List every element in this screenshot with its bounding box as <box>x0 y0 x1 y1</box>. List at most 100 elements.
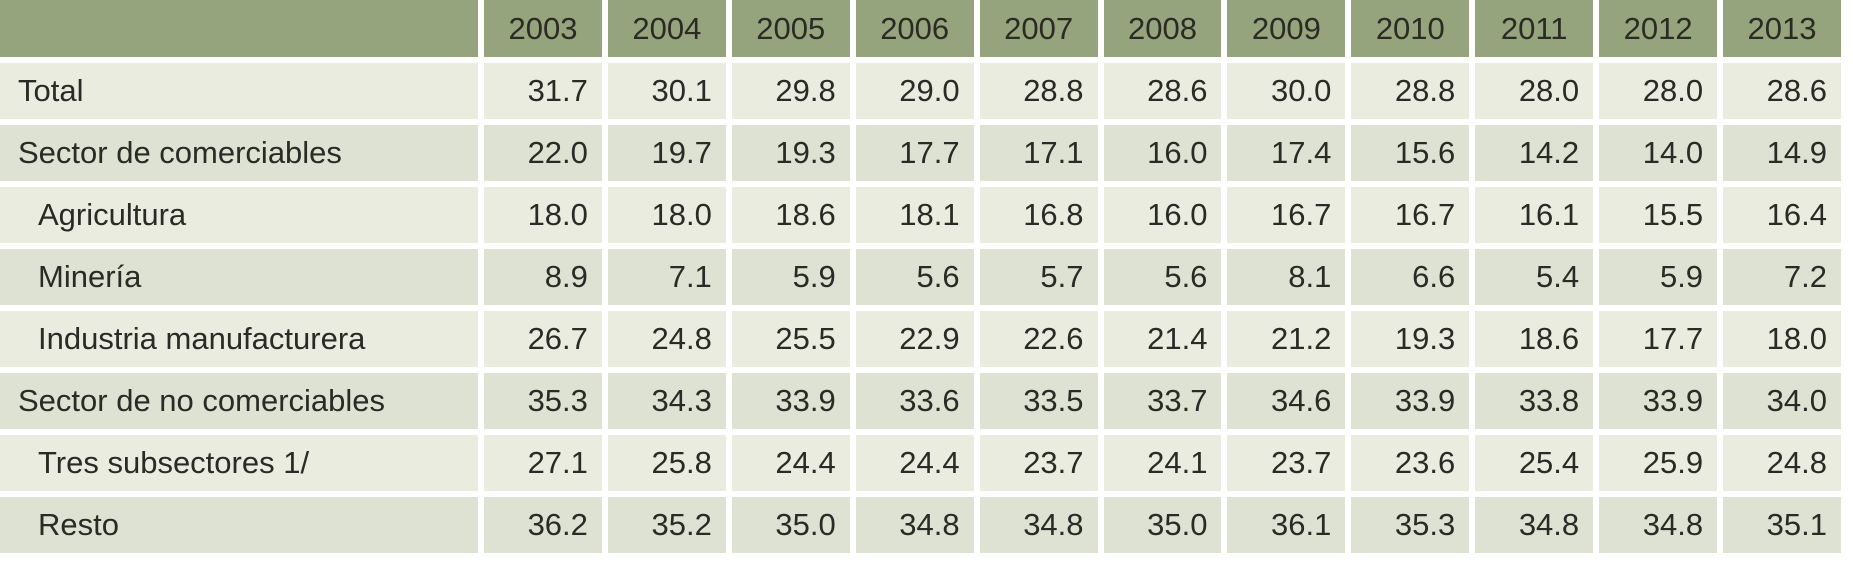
column-header-2006: 2006 <box>855 0 974 57</box>
table-cell: 8.9 <box>484 249 602 305</box>
table-cell: 23.7 <box>979 435 1098 491</box>
table-cell: 7.2 <box>1723 249 1841 305</box>
table-cell: 28.6 <box>1103 63 1222 119</box>
table-cell: 5.7 <box>979 249 1098 305</box>
table-cell: 25.9 <box>1599 435 1718 491</box>
header-row: 2003 2004 2005 2006 2007 2008 2009 2010 2011 2012… <box>0 0 1841 57</box>
table-row: Sector de no comerciables 35.3 34.3 33.9 33.… <box>0 373 1841 429</box>
table-cell: 30.0 <box>1227 63 1346 119</box>
table-cell: 15.5 <box>1599 187 1718 243</box>
table-cell: 15.6 <box>1351 125 1470 181</box>
row-label: Sector de comerciables <box>0 125 478 181</box>
column-header-2013: 2013 <box>1723 0 1841 57</box>
table-cell: 34.8 <box>1599 497 1718 553</box>
table-cell: 16.7 <box>1227 187 1346 243</box>
table-cell: 28.8 <box>1351 63 1470 119</box>
table-row: Sector de comerciables 22.0 19.7 19.3 17.7 17… <box>0 125 1841 181</box>
table-cell: 14.9 <box>1723 125 1841 181</box>
row-label: Resto <box>0 497 478 553</box>
table-cell: 35.3 <box>484 373 602 429</box>
table-cell: 5.9 <box>1599 249 1718 305</box>
table-cell: 16.8 <box>979 187 1098 243</box>
table-row: Minería 8.9 7.1 5.9 5.6 5.7 5.6 8.1 6.6 5.4 5.9 7.2 <box>0 249 1841 305</box>
table-cell: 5.6 <box>1103 249 1222 305</box>
table-cell: 16.0 <box>1103 187 1222 243</box>
row-label: Sector de no comerciables <box>0 373 478 429</box>
table-cell: 21.2 <box>1227 311 1346 367</box>
table-cell: 36.1 <box>1227 497 1346 553</box>
table-cell: 17.7 <box>855 125 974 181</box>
table-cell: 35.2 <box>607 497 726 553</box>
column-header-2003: 2003 <box>484 0 602 57</box>
table-cell: 7.1 <box>607 249 726 305</box>
table-cell: 35.0 <box>731 497 850 553</box>
table-cell: 23.7 <box>1227 435 1346 491</box>
table-cell: 33.9 <box>1599 373 1718 429</box>
row-label: Tres subsectores 1/ <box>0 435 478 491</box>
table-cell: 34.8 <box>1475 497 1594 553</box>
column-header-2007: 2007 <box>979 0 1098 57</box>
table-row: Tres subsectores 1/27.1 25.8 24.4 24.4 23.7 2… <box>0 435 1841 491</box>
table-cell: 22.0 <box>484 125 602 181</box>
table-cell: 24.1 <box>1103 435 1222 491</box>
table-cell: 33.7 <box>1103 373 1222 429</box>
table-cell: 25.8 <box>607 435 726 491</box>
header-corner <box>0 0 478 57</box>
column-header-2011: 2011 <box>1475 0 1594 57</box>
table-cell: 18.0 <box>607 187 726 243</box>
table-cell: 16.7 <box>1351 187 1470 243</box>
row-label: Total <box>0 63 478 119</box>
table-cell: 33.5 <box>979 373 1098 429</box>
table-cell: 5.4 <box>1475 249 1594 305</box>
table-cell: 24.8 <box>607 311 726 367</box>
table-cell: 29.0 <box>855 63 974 119</box>
table-cell: 33.6 <box>855 373 974 429</box>
table-cell: 14.0 <box>1599 125 1718 181</box>
table-cell: 35.3 <box>1351 497 1470 553</box>
table-cell: 28.0 <box>1599 63 1718 119</box>
column-header-2009: 2009 <box>1227 0 1346 57</box>
table-cell: 27.1 <box>484 435 602 491</box>
table-cell: 24.4 <box>731 435 850 491</box>
table-cell: 16.0 <box>1103 125 1222 181</box>
table-cell: 31.7 <box>484 63 602 119</box>
table-cell: 8.1 <box>1227 249 1346 305</box>
table-cell: 33.8 <box>1475 373 1594 429</box>
table-cell: 18.6 <box>731 187 850 243</box>
table-cell: 36.2 <box>484 497 602 553</box>
table-cell: 33.9 <box>1351 373 1470 429</box>
table-cell: 6.6 <box>1351 249 1470 305</box>
table-cell: 28.0 <box>1475 63 1594 119</box>
table-cell: 18.0 <box>1723 311 1841 367</box>
row-label: Agricultura <box>0 187 478 243</box>
table-cell: 29.8 <box>731 63 850 119</box>
table-cell: 35.1 <box>1723 497 1841 553</box>
table-cell: 26.7 <box>484 311 602 367</box>
table-cell: 28.6 <box>1723 63 1841 119</box>
table-cell: 24.4 <box>855 435 974 491</box>
table-row: Industria manufacturera 26.7 24.8 25.5 22.9 2… <box>0 311 1841 367</box>
table-cell: 34.8 <box>855 497 974 553</box>
column-header-2005: 2005 <box>731 0 850 57</box>
column-header-2008: 2008 <box>1103 0 1222 57</box>
table-cell: 28.8 <box>979 63 1098 119</box>
table-cell: 25.5 <box>731 311 850 367</box>
table-cell: 33.9 <box>731 373 850 429</box>
table-cell: 17.1 <box>979 125 1098 181</box>
table-cell: 17.4 <box>1227 125 1346 181</box>
table-cell: 18.1 <box>855 187 974 243</box>
table-row: Agricultura 18.0 18.0 18.6 18.1 16.8 16.0 16.7 1… <box>0 187 1841 243</box>
table-body: Total 31.7 30.1 29.8 29.0 28.8 28.6 30.0 28.8 28.… <box>0 63 1841 553</box>
table-row: Total 31.7 30.1 29.8 29.0 28.8 28.6 30.0 28.8 28.… <box>0 63 1841 119</box>
table-cell: 5.9 <box>731 249 850 305</box>
table-cell: 18.0 <box>484 187 602 243</box>
table-cell: 34.3 <box>607 373 726 429</box>
table-cell: 5.6 <box>855 249 974 305</box>
table-cell: 21.4 <box>1103 311 1222 367</box>
column-header-2004: 2004 <box>607 0 726 57</box>
row-label: Minería <box>0 249 478 305</box>
table-cell: 34.0 <box>1723 373 1841 429</box>
column-header-2012: 2012 <box>1599 0 1718 57</box>
table-cell: 14.2 <box>1475 125 1594 181</box>
